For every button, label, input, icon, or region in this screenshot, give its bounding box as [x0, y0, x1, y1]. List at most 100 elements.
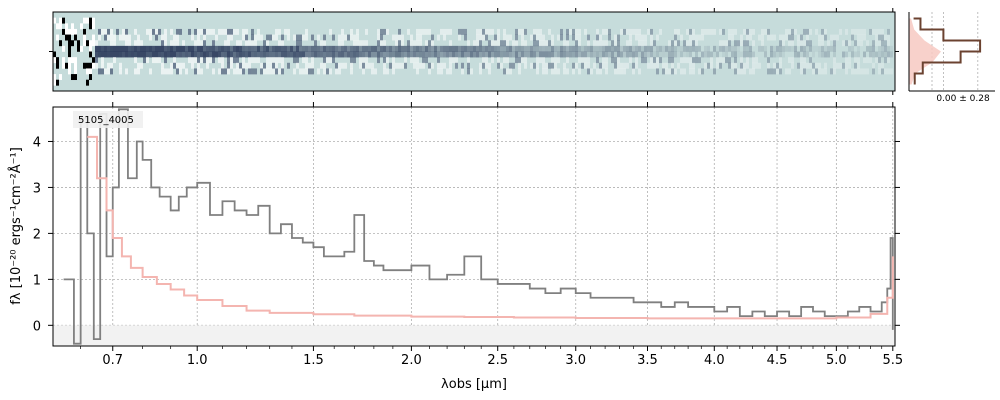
twod-pixel: [710, 51, 713, 58]
twod-pixel: [389, 62, 392, 69]
twod-pixel: [515, 28, 518, 35]
twod-pixel: [482, 62, 485, 69]
twod-pixel: [806, 40, 809, 47]
twod-pixel: [104, 28, 107, 35]
twod-pixel: [314, 40, 317, 47]
twod-pixel: [743, 40, 746, 47]
twod-pixel: [278, 40, 281, 47]
twod-pixel: [770, 68, 773, 75]
profile-grid: [931, 12, 979, 91]
twod-pixel: [416, 34, 419, 41]
twod-pixel: [278, 28, 281, 35]
twod-pixel: [68, 40, 71, 47]
twod-pixel: [419, 62, 422, 69]
twod-pixel: [521, 28, 524, 35]
twod-pixel: [425, 51, 428, 58]
twod-pixel: [818, 51, 821, 58]
twod-pixel: [437, 57, 440, 64]
twod-pixel: [860, 68, 863, 75]
twod-pixel: [845, 40, 848, 47]
twod-pixel: [572, 51, 575, 58]
twod-pixel: [233, 51, 236, 58]
twod-pixel: [254, 51, 257, 58]
twod-pixel: [671, 45, 674, 52]
twod-pixel: [68, 62, 71, 69]
twod-pixel: [110, 34, 113, 41]
twod-pixel: [614, 40, 617, 47]
twod-pixel: [596, 68, 599, 75]
twod-pixel: [398, 40, 401, 47]
twod-pixel: [749, 34, 752, 41]
twod-pixel: [176, 40, 179, 47]
twod-pixel: [440, 68, 443, 75]
twod-pixel: [227, 68, 230, 75]
twod-pixel: [887, 45, 890, 52]
twod-pixel: [551, 34, 554, 41]
twod-pixel: [881, 40, 884, 47]
twod-pixel: [644, 34, 647, 41]
twod-pixel: [653, 51, 656, 58]
twod-pixel: [422, 62, 425, 69]
twod-pixel: [602, 45, 605, 52]
twod-pixel: [521, 57, 524, 64]
twod-pixel: [677, 51, 680, 58]
twod-pixel: [833, 57, 836, 64]
twod-pixel: [620, 62, 623, 69]
twod-pixel: [698, 34, 701, 41]
twod-pixel: [542, 62, 545, 69]
twod-pixel: [860, 40, 863, 47]
twod-pixel: [503, 45, 506, 52]
twod-pixel: [431, 62, 434, 69]
twod-pixel: [395, 34, 398, 41]
twod-pixel: [854, 62, 857, 69]
twod-pixel: [725, 51, 728, 58]
twod-pixel: [167, 45, 170, 52]
twod-pixel: [761, 40, 764, 47]
twod-pixel: [575, 40, 578, 47]
twod-pixel: [815, 28, 818, 35]
twod-pixel: [593, 40, 596, 47]
twod-pixel: [155, 45, 158, 52]
twod-pixel: [218, 57, 221, 64]
twod-pixel: [89, 23, 92, 30]
twod-pixel: [515, 57, 518, 64]
twod-pixel: [398, 62, 401, 69]
x-tick-label: 2.5: [487, 353, 508, 368]
twod-pixel: [773, 34, 776, 41]
twod-pixel: [146, 45, 149, 52]
twod-pixel: [416, 28, 419, 35]
x-tick-label: 5.5: [882, 353, 903, 368]
twod-pixel: [236, 68, 239, 75]
twod-pixel: [335, 45, 338, 52]
twod-pixel: [329, 68, 332, 75]
twod-pixel: [89, 40, 92, 47]
twod-pixel: [638, 51, 641, 58]
twod-pixel: [863, 57, 866, 64]
twod-pixel: [167, 51, 170, 58]
twod-pixel: [812, 45, 815, 52]
twod-pixel: [626, 28, 629, 35]
twod-pixel: [383, 51, 386, 58]
twod-pixel: [377, 45, 380, 52]
twod-pixel: [236, 28, 239, 35]
twod-pixel: [515, 40, 518, 47]
twod-pixel: [107, 45, 110, 52]
twod-pixel: [620, 45, 623, 52]
twod-pixel: [227, 28, 230, 35]
twod-pixel: [161, 45, 164, 52]
twod-pixel: [689, 45, 692, 52]
twod-pixel: [164, 45, 167, 52]
twod-pixel: [695, 40, 698, 47]
twod-pixel: [164, 68, 167, 75]
twod-pixel: [458, 34, 461, 41]
twod-pixel: [287, 34, 290, 41]
twod-pixel: [533, 28, 536, 35]
twod-pixel: [383, 40, 386, 47]
twod-pixel: [536, 45, 539, 52]
twod-pixel: [140, 62, 143, 69]
twod-pixel: [104, 45, 107, 52]
twod-pixel: [752, 51, 755, 58]
twod-pixel: [566, 51, 569, 58]
twod-pixel: [845, 57, 848, 64]
twod-pixel: [761, 34, 764, 41]
